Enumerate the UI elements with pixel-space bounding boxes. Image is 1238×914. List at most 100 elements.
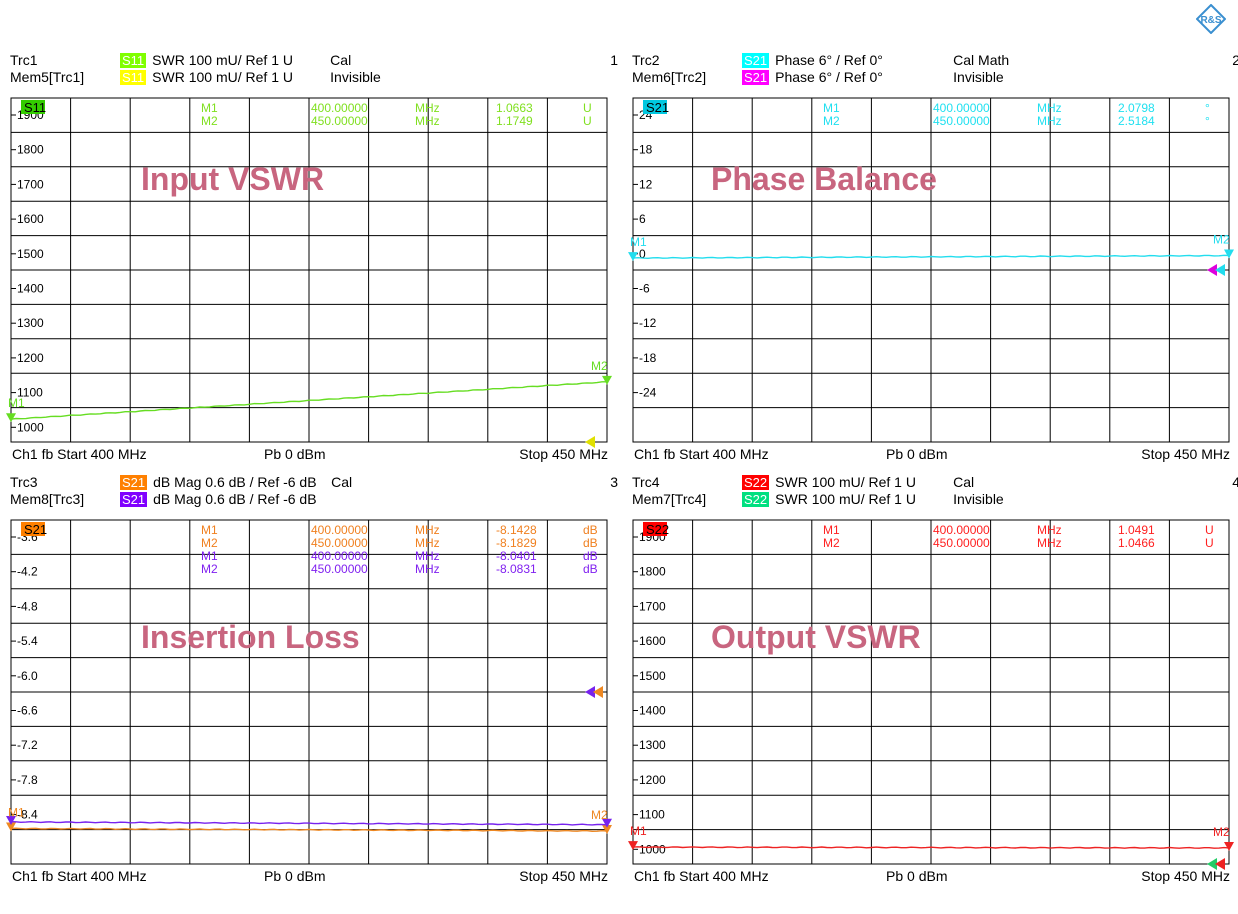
marker-triangle-m2 [602, 818, 612, 828]
y-tick-label: -6 [639, 282, 650, 296]
tick-label-bg [13, 600, 51, 613]
trace-header-2: Mem8[Trc3] S21 dB Mag 0.6 dB / Ref -6 dB [10, 491, 331, 508]
marker-label-m1: M1 [630, 824, 647, 838]
tick-label-bg [13, 247, 51, 260]
y-tick-label: 1300 [17, 316, 44, 330]
tick-label-bg [13, 635, 51, 648]
tick-label-bg [13, 386, 51, 399]
svg-text:R&S: R&S [1200, 15, 1221, 26]
marker-freq: 400.00000 [311, 549, 368, 563]
s-param-tag[interactable]: S21 [742, 70, 770, 85]
reference-level-arrow [585, 686, 595, 698]
s-param-tag[interactable]: S22 [742, 475, 770, 490]
s-param-tag[interactable]: S21 [120, 475, 148, 490]
marker-label-m1: M1 [8, 396, 25, 410]
tick-label-bg [635, 178, 658, 191]
trace-name[interactable]: Mem5[Trc1] [10, 69, 85, 85]
trace-name[interactable]: Mem7[Trc4] [632, 491, 707, 507]
marker-name: M2 [201, 536, 218, 550]
tick-label-bg [13, 351, 51, 364]
marker-value: -8.0831 [496, 562, 537, 576]
marker-value: 1.0491 [1118, 523, 1155, 537]
y-tick-label: -7.2 [17, 738, 38, 752]
trace-plot-4[interactable]: 1900180017001600150014001300120011001000… [628, 474, 1238, 914]
footer-power: Pb 0 dBm [886, 868, 948, 884]
y-tick-label: 1800 [17, 143, 44, 157]
marker-vunit: ° [1205, 114, 1210, 128]
trace-badge-bg [21, 100, 45, 114]
marker-triangle-m2 [1224, 249, 1234, 259]
s-param-tag[interactable]: S21 [120, 492, 148, 507]
marker-freq: 450.00000 [933, 536, 990, 550]
marker-name: M1 [201, 523, 218, 537]
marker-unit: MHz [415, 536, 440, 550]
marker-value: 1.1749 [496, 114, 533, 128]
trace-name[interactable]: Trc2 [632, 52, 660, 68]
marker-triangle-m1 [6, 815, 16, 825]
y-tick-label: 1000 [639, 842, 666, 856]
trace-name[interactable]: Trc4 [632, 474, 660, 490]
trace-badge[interactable]: S22 [646, 522, 669, 537]
marker-value: 2.0798 [1118, 101, 1155, 115]
y-tick-label: 6 [639, 212, 646, 226]
panel-number: 4 [1232, 474, 1238, 490]
marker-name: M1 [201, 549, 218, 563]
marker-label-m2: M2 [1213, 233, 1230, 247]
trace-plot-1[interactable]: 1900180017001600150014001300120011001000… [6, 52, 620, 492]
format-scale-text: SWR 100 mU/ Ref 1 U [152, 69, 293, 85]
marker-vunit: dB [583, 549, 598, 563]
marker-freq: 450.00000 [311, 536, 368, 550]
y-tick-label: 1200 [639, 773, 666, 787]
y-tick-label: -8.4 [17, 808, 38, 822]
tick-label-bg [635, 704, 673, 717]
y-tick-label: -24 [639, 386, 657, 400]
trace-badge[interactable]: S11 [24, 100, 46, 115]
format-scale-text: SWR 100 mU/ Ref 1 U [152, 52, 293, 68]
trace-badge-bg [21, 522, 45, 536]
marker-unit: MHz [415, 562, 440, 576]
footer-stop: Stop 450 MHz [519, 868, 608, 884]
trace-badge[interactable]: S21 [24, 522, 47, 537]
cal-status: Invisible [330, 69, 381, 85]
y-tick-label: 1100 [17, 386, 43, 400]
rohde-schwarz-logo-icon: R&S [1196, 4, 1226, 34]
trace-name[interactable]: Trc3 [10, 474, 38, 490]
trace-name[interactable]: Mem6[Trc2] [632, 69, 707, 85]
tick-label-bg [13, 704, 51, 717]
trace-header-1: Trc3 S21 dB Mag 0.6 dB / Ref -6 dB Cal [10, 474, 352, 491]
marker-vunit: U [583, 114, 592, 128]
marker-name: M2 [201, 562, 218, 576]
trace-name[interactable]: Mem8[Trc3] [10, 491, 85, 507]
tick-label-bg [635, 565, 673, 578]
chart-watermark-title: Phase Balance [711, 161, 937, 197]
s-param-tag[interactable]: S22 [742, 492, 770, 507]
cal-status: Cal [953, 474, 975, 490]
marker-vunit: U [583, 101, 592, 115]
chart-watermark-title: Insertion Loss [141, 619, 360, 655]
marker-freq: 450.00000 [933, 114, 990, 128]
marker-unit: MHz [1037, 536, 1062, 550]
marker-triangle-m1 [628, 252, 638, 262]
s-param-tag[interactable]: S11 [120, 53, 147, 68]
s-param-tag[interactable]: S11 [120, 70, 147, 85]
marker-freq: 450.00000 [311, 114, 368, 128]
marker-label-m2: M2 [1213, 825, 1230, 839]
s-param-tag[interactable]: S21 [742, 53, 770, 68]
marker-label-m1: M1 [8, 806, 25, 820]
marker-name: M1 [823, 101, 840, 115]
marker-vunit: dB [583, 562, 598, 576]
trace-name[interactable]: Trc1 [10, 52, 38, 68]
trace-badge[interactable]: S21 [646, 100, 669, 115]
marker-triangle-m1 [628, 841, 638, 851]
tick-label-bg [635, 808, 673, 821]
marker-unit: MHz [1037, 114, 1062, 128]
reference-level-arrow [585, 436, 595, 448]
footer-power: Pb 0 dBm [264, 868, 326, 884]
marker-vunit: U [1205, 536, 1214, 550]
marker-triangle-m2 [602, 375, 612, 385]
trace-line-1 [10, 381, 607, 420]
marker-unit: MHz [1037, 523, 1062, 537]
marker-value: -8.0401 [496, 549, 537, 563]
